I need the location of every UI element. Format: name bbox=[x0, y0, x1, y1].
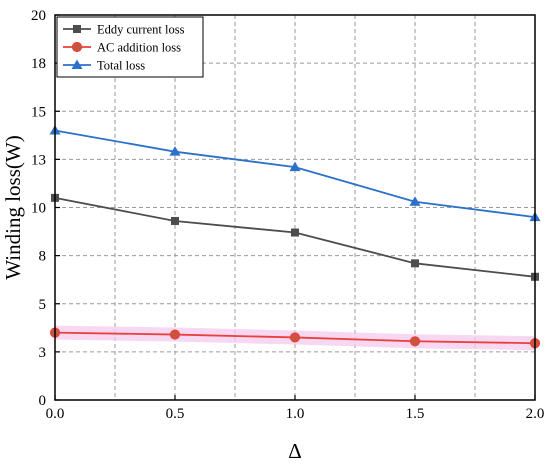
data-point bbox=[289, 161, 301, 172]
y-axis-label: Winding loss(W) bbox=[1, 135, 25, 279]
data-point bbox=[409, 196, 421, 206]
x-axis-label: Δ bbox=[288, 439, 302, 463]
data-point bbox=[411, 259, 419, 268]
data-point bbox=[409, 336, 421, 347]
y-tick-label: 8 bbox=[39, 249, 47, 265]
x-tick-label: 0.0 bbox=[46, 406, 65, 422]
data-point bbox=[169, 329, 181, 340]
series-line bbox=[54, 196, 536, 278]
data-point bbox=[289, 332, 301, 343]
legend-marker bbox=[71, 41, 83, 53]
legend-marker bbox=[73, 25, 81, 33]
y-tick-label: 18 bbox=[31, 56, 46, 72]
legend-entry: Eddy current loss bbox=[97, 23, 185, 37]
legend: Eddy current loss AC addition loss Total l… bbox=[56, 16, 204, 78]
y-tick-label: 13 bbox=[31, 152, 46, 168]
y-tick-label: 15 bbox=[31, 104, 46, 120]
y-tick-label: 3 bbox=[39, 345, 47, 361]
legend-marker bbox=[71, 59, 83, 69]
legend-entry: Total loss bbox=[97, 59, 145, 73]
y-tick-label: 20 bbox=[31, 8, 46, 24]
y-tick-label: 0 bbox=[39, 393, 47, 409]
x-tick-label: 1.5 bbox=[406, 406, 425, 422]
data-point bbox=[171, 216, 179, 225]
data-point bbox=[291, 228, 299, 237]
legend-entry: AC addition loss bbox=[97, 41, 181, 55]
data-point bbox=[169, 146, 181, 156]
x-tick-label: 2.0 bbox=[526, 406, 545, 422]
x-tick-label: 0.5 bbox=[166, 406, 185, 422]
x-tick-label: 1.0 bbox=[286, 406, 305, 422]
axes: 0.0 0.5 1.0 1.5 2.0 0 3 5 8 10 13 15 18 20 bbox=[31, 8, 544, 422]
y-tick-label: 10 bbox=[31, 201, 46, 217]
y-tick-label: 5 bbox=[39, 297, 47, 313]
